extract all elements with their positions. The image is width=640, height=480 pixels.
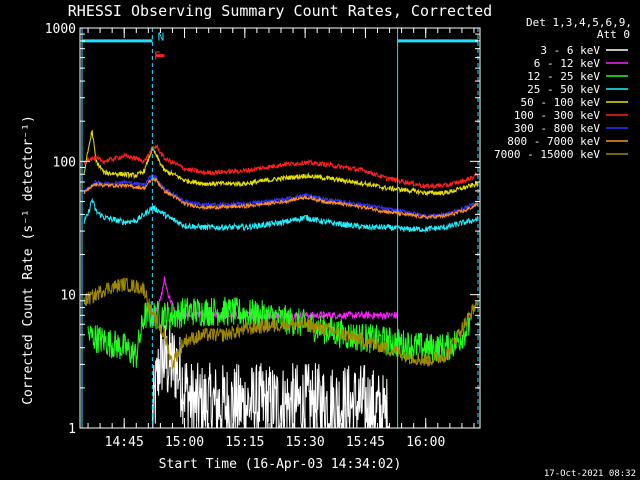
legend-label: 25 - 50 keV	[527, 83, 600, 96]
x-tick-label: 15:45	[346, 435, 385, 450]
x-tick-label: 15:15	[225, 435, 264, 450]
series-line-7	[83, 177, 479, 220]
plot-border	[79, 27, 481, 429]
footer-timestamp: 17-Oct-2021 08:32	[544, 469, 636, 479]
x-axis-label: Start Time (16-Apr-03 14:34:02)	[159, 457, 402, 472]
y-axis-label: Corrected Count Rate (s⁻¹ detector⁻¹)	[21, 115, 36, 405]
series-line-5	[83, 143, 478, 190]
series-line-2	[87, 296, 471, 368]
legend-label: 300 - 800 keV	[514, 122, 600, 135]
y-tick-label: 10	[60, 289, 76, 304]
legend-label: 3 - 6 keV	[540, 44, 600, 57]
x-tick-label: 15:00	[165, 435, 204, 450]
series-line-4	[83, 130, 479, 197]
x-tick-label: 14:45	[105, 435, 144, 450]
plot-area: FN	[81, 28, 479, 428]
plot-frame	[79, 27, 481, 429]
series-line-0	[151, 324, 390, 428]
y-axis: 1000 100 10 1	[45, 22, 480, 437]
series-line-8	[83, 277, 479, 371]
legend-label: 7000 - 15000 keV	[494, 148, 600, 161]
legend-header-line-1: Det 1,3,4,5,6,9,	[526, 16, 632, 29]
y-tick-label: 1	[68, 422, 76, 437]
annotation-f: F	[154, 50, 161, 63]
chart-title: RHESSI Observing Summary Count Rates, Co…	[68, 2, 492, 20]
x-tick-label: 16:00	[406, 435, 445, 450]
y-tick-label: 1000	[45, 22, 76, 37]
y-tick-label: 100	[53, 155, 76, 170]
x-tick-label: 15:30	[286, 435, 325, 450]
legend-label: 12 - 25 keV	[527, 70, 600, 83]
legend-label: 50 - 100 keV	[521, 96, 601, 109]
legend-header-line-2: Att 0	[597, 28, 630, 41]
annotation-n: N	[158, 30, 165, 43]
legend-label: 800 - 7000 keV	[507, 135, 600, 148]
legend-label: 6 - 12 keV	[534, 57, 601, 70]
legend-label: 100 - 300 keV	[514, 109, 600, 122]
x-axis: 14:45 15:00 15:15 15:30 15:45 16:00	[87, 28, 475, 450]
series-line-3	[83, 197, 479, 234]
